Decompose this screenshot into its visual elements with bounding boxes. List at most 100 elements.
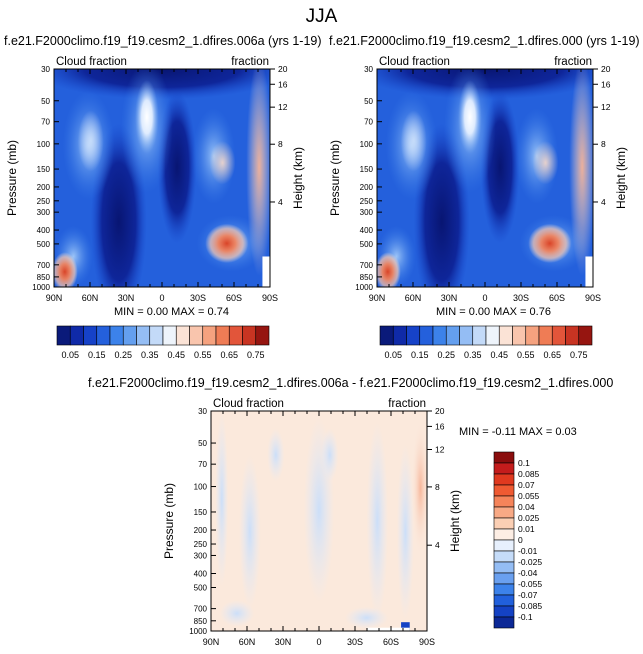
x-tick-label: 0	[482, 293, 487, 303]
colorbar-2-label: 0.35	[464, 350, 482, 360]
colorbar-2-label: 0.15	[411, 350, 429, 360]
colorbar-1-swatch	[255, 325, 270, 346]
panel-3-right-label: fraction	[388, 398, 426, 410]
y-right-tick-label: 20	[435, 406, 445, 416]
y-tick-label: 50	[41, 97, 50, 106]
positive-anomaly-polar	[411, 422, 427, 554]
y-right-tick-label: 4	[601, 197, 606, 207]
colorbar-1-swatch	[69, 325, 84, 346]
x-tick-label: 90N	[203, 637, 220, 647]
colorbar-1-swatch	[56, 325, 71, 346]
x-tick-label: 60S	[383, 637, 399, 647]
colorbar-3-swatch	[493, 594, 515, 607]
colorbar-3-label: 0.04	[518, 502, 535, 512]
colorbar-2-label: 0.25	[437, 350, 455, 360]
y-right-tick-label: 8	[435, 482, 440, 492]
y-tick-label: 100	[194, 483, 208, 492]
x-tick-label: 30N	[441, 293, 458, 303]
y-tick-label: 200	[37, 183, 51, 192]
colorbar-3-swatch	[493, 484, 515, 497]
y-right-axis-title: Height (km)	[291, 147, 305, 209]
colorbar-3-swatch	[493, 550, 515, 563]
negative-extreme	[401, 622, 410, 631]
midlevel-sh-pale	[532, 140, 559, 185]
colorbar-1-swatch	[109, 325, 124, 346]
y-tick-label: 50	[198, 439, 207, 448]
missing-data	[366, 627, 410, 631]
y-right-tick-label: 16	[601, 79, 611, 89]
colorbar-2-swatch	[459, 325, 474, 346]
colorbar-3-label: -0.025	[518, 557, 542, 567]
colorbar-1-label: 0.75	[247, 350, 265, 360]
y-right-tick-label: 12	[435, 445, 445, 455]
y-tick-label: 70	[41, 118, 50, 127]
x-tick-label: 0	[316, 637, 321, 647]
colorbar-1-label: 0.65	[220, 350, 238, 360]
colorbar-2-swatch	[379, 325, 394, 346]
colorbar-1-swatch	[136, 325, 151, 346]
colorbar-1-swatch	[96, 325, 111, 346]
y-tick-label: 300	[194, 551, 208, 560]
colorbar-1-swatch	[162, 325, 177, 346]
y-tick-label: 200	[194, 526, 208, 535]
colorbar-3-swatch	[493, 583, 515, 596]
colorbar-2-swatch	[406, 325, 421, 346]
colorbar-1-swatch	[189, 325, 204, 346]
y-tick-label: 30	[41, 65, 50, 74]
colorbar-2-swatch	[445, 325, 460, 346]
y-tick-label: 400	[37, 226, 51, 235]
y-tick-label: 250	[37, 197, 51, 206]
y-tick-label: 700	[360, 261, 374, 270]
y-tick-label: 1000	[355, 283, 373, 292]
y-tick-label: 100	[37, 140, 51, 149]
x-tick-label: 90N	[369, 293, 386, 303]
y-right-axis-title: Height (km)	[448, 490, 462, 552]
y-tick-label: 250	[360, 197, 374, 206]
x-tick-label: 60N	[405, 293, 422, 303]
colorbar-3-label: 0.1	[518, 458, 530, 468]
colorbar-3-swatch	[493, 451, 515, 464]
colorbar-3-label: -0.1	[518, 612, 533, 622]
panel-1-title: f.e21.F2000climo.f19_f19.cesm2_1.dfires.…	[4, 34, 322, 48]
panel-2-left-label: Cloud fraction	[379, 56, 450, 68]
figure-title: JJA	[305, 6, 338, 27]
y-tick-label: 30	[364, 65, 373, 74]
x-tick-label: 30S	[513, 293, 529, 303]
y-tick-label: 100	[360, 140, 374, 149]
x-tick-label: 90S	[262, 293, 278, 303]
missing-data	[585, 256, 593, 287]
y-tick-label: 1000	[32, 283, 50, 292]
anvil-maximum	[458, 79, 482, 155]
panel-1-min-max: MIN = 0.00 MAX = 0.74	[114, 306, 229, 318]
colorbar-3-swatch	[493, 506, 515, 519]
colorbar-1-swatch	[215, 325, 230, 346]
y-tick-label: 400	[360, 226, 374, 235]
colorbar-3-label: 0.07	[518, 480, 535, 490]
y-tick-label: 700	[194, 605, 208, 614]
missing-data	[262, 256, 270, 287]
negative-anomaly-8	[219, 600, 255, 627]
lowcloud-southern-ocean	[205, 223, 249, 264]
colorbar-2-label: 0.65	[543, 350, 561, 360]
y-axis-title: Pressure (mb)	[5, 140, 19, 216]
x-tick-label: 30S	[347, 637, 363, 647]
x-tick-label: 60N	[239, 637, 256, 647]
mid-cloud-core	[77, 110, 104, 172]
y-right-axis-title: Height (km)	[614, 147, 628, 209]
y-tick-label: 70	[364, 118, 373, 127]
colorbar-2-swatch	[578, 325, 593, 346]
panel-1-left-label: Cloud fraction	[56, 56, 127, 68]
colorbar-2-swatch	[551, 325, 566, 346]
antarctic-cloud	[246, 69, 270, 277]
y-tick-label: 700	[37, 261, 51, 270]
panel-1-field	[54, 69, 270, 287]
x-tick-label: 60N	[82, 293, 99, 303]
y-right-tick-label: 12	[278, 102, 288, 112]
colorbar-1-swatch	[149, 325, 164, 346]
y-tick-label: 500	[360, 240, 374, 249]
colorbar-3-label: 0.085	[518, 469, 540, 479]
negative-anomaly-5	[366, 422, 389, 620]
colorbar-3-swatch	[493, 605, 515, 618]
colorbar-3-swatch	[493, 539, 515, 552]
panel-3-title: f.e21.F2000climo.f19_f19.cesm2_1.dfires.…	[88, 376, 614, 390]
